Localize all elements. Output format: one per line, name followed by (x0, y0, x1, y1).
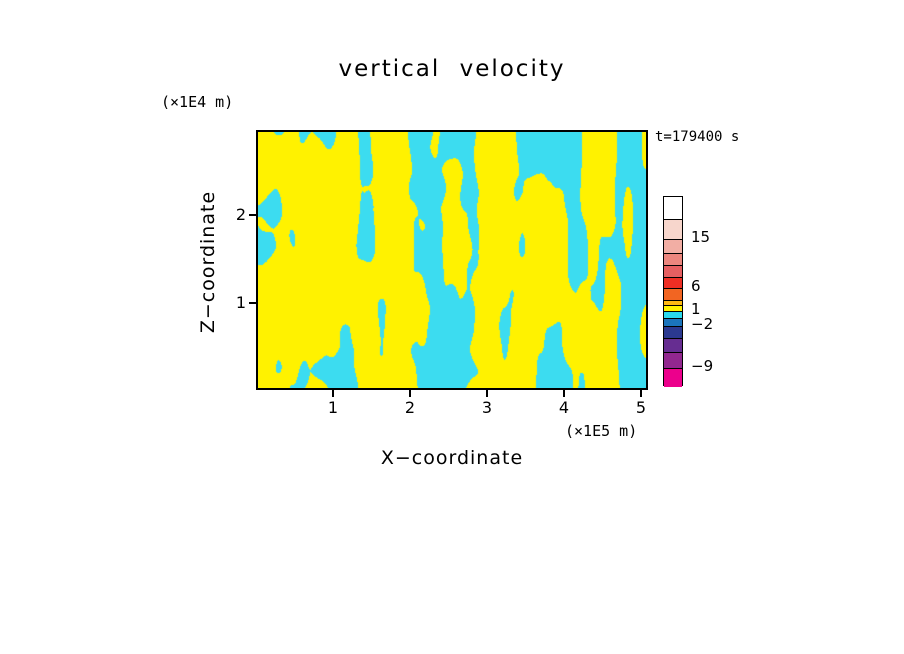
colorbar-segment (664, 277, 682, 288)
chart-title: vertical velocity (338, 56, 566, 82)
x-tick (332, 390, 334, 397)
x-tick-label: 1 (327, 398, 339, 417)
colorbar-segment (664, 305, 682, 311)
heatmap-canvas (258, 132, 646, 388)
x-tick (563, 390, 565, 397)
x-axis-units: (×1E5 m) (565, 422, 638, 440)
colorbar-segment (664, 265, 682, 277)
colorbar-label: −9 (691, 357, 714, 375)
colorbar-label: 15 (691, 228, 711, 246)
y-tick (249, 302, 256, 304)
colorbar-segment (664, 239, 682, 253)
colorbar-segment (664, 338, 682, 352)
colorbar-segment (664, 368, 682, 387)
colorbar-segment (664, 311, 682, 318)
x-tick-label: 2 (404, 398, 416, 417)
colorbar-label: −2 (691, 315, 714, 333)
time-annotation: t=179400 s (655, 129, 740, 145)
y-axis-units: (×1E4 m) (161, 93, 234, 111)
x-tick-label: 4 (558, 398, 570, 417)
colorbar-segment (664, 326, 682, 338)
colorbar-segment (664, 253, 682, 265)
colorbar-segment (664, 352, 682, 368)
x-tick-label: 3 (481, 398, 493, 417)
y-tick-label: 2 (235, 205, 246, 224)
colorbar-segment (664, 219, 682, 239)
y-tick-label: 1 (235, 293, 246, 312)
x-tick (486, 390, 488, 397)
colorbar-segment (664, 288, 682, 300)
colorbar-segment (664, 197, 682, 219)
plot-area (256, 130, 648, 390)
colorbar-segment (664, 300, 682, 305)
colorbar-label: 1 (691, 300, 701, 318)
colorbar (663, 196, 683, 387)
colorbar-label: 6 (691, 277, 701, 295)
y-tick (249, 214, 256, 216)
x-tick-label: 5 (635, 398, 647, 417)
colorbar-segment (664, 318, 682, 326)
x-tick (640, 390, 642, 397)
x-tick (409, 390, 411, 397)
x-axis-label: X−coordinate (380, 447, 524, 469)
y-axis-label: Z−coordinate (197, 190, 219, 334)
